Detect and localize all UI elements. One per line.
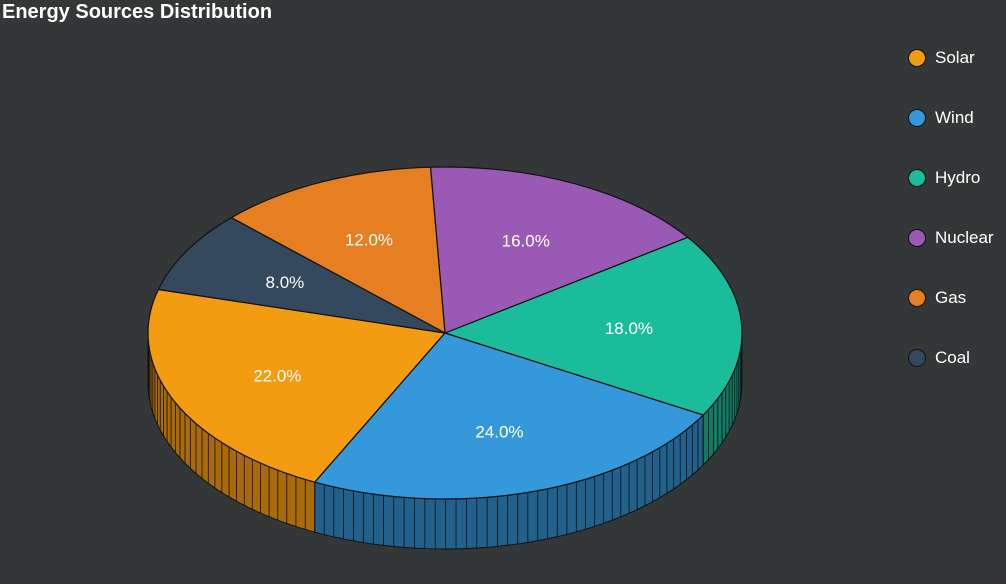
data-label-hydro: 18.0% bbox=[605, 319, 653, 338]
legend-item-coal[interactable]: Coal bbox=[908, 347, 994, 407]
pie-side-walls bbox=[147, 332, 743, 550]
legend-label: Wind bbox=[935, 108, 974, 127]
data-label-nuclear: 16.0% bbox=[502, 231, 550, 250]
pie-slice-hydro[interactable] bbox=[443, 236, 743, 416]
data-label-solar: 22.0% bbox=[253, 367, 301, 386]
data-label-coal: 8.0% bbox=[266, 273, 305, 292]
pie-slice-gas[interactable] bbox=[230, 166, 446, 335]
legend-label: Nuclear bbox=[935, 228, 994, 247]
legend-swatch-solar bbox=[908, 49, 926, 67]
legend-item-hydro[interactable]: Hydro bbox=[908, 167, 994, 227]
pie-slice-wind[interactable] bbox=[313, 332, 705, 500]
legend-swatch-nuclear bbox=[908, 229, 926, 247]
legend-label: Gas bbox=[935, 288, 967, 307]
legend-swatch-gas bbox=[908, 289, 926, 307]
pie-slice-nuclear[interactable] bbox=[429, 166, 689, 334]
data-label-gas: 12.0% bbox=[345, 230, 393, 249]
legend-swatch-wind bbox=[908, 109, 926, 127]
chart-title: Energy Sources Distribution bbox=[2, 1, 273, 23]
pie-slice-solar[interactable] bbox=[147, 288, 447, 483]
legend-item-wind[interactable]: Wind bbox=[908, 107, 994, 167]
legend-swatch-coal bbox=[908, 349, 926, 367]
legend-item-solar[interactable]: Solar bbox=[908, 47, 994, 107]
data-label-wind: 24.0% bbox=[475, 422, 523, 441]
legend-swatch-hydro bbox=[908, 169, 926, 187]
legend: Solar Wind Hydro Nuclear Gas Coal bbox=[908, 47, 994, 407]
pie-slice-coal[interactable] bbox=[157, 216, 446, 334]
legend-label: Coal bbox=[935, 348, 970, 367]
legend-item-nuclear[interactable]: Nuclear bbox=[908, 227, 994, 287]
legend-item-gas[interactable]: Gas bbox=[908, 287, 994, 347]
legend-label: Hydro bbox=[935, 168, 981, 187]
legend-label: Solar bbox=[935, 48, 975, 67]
